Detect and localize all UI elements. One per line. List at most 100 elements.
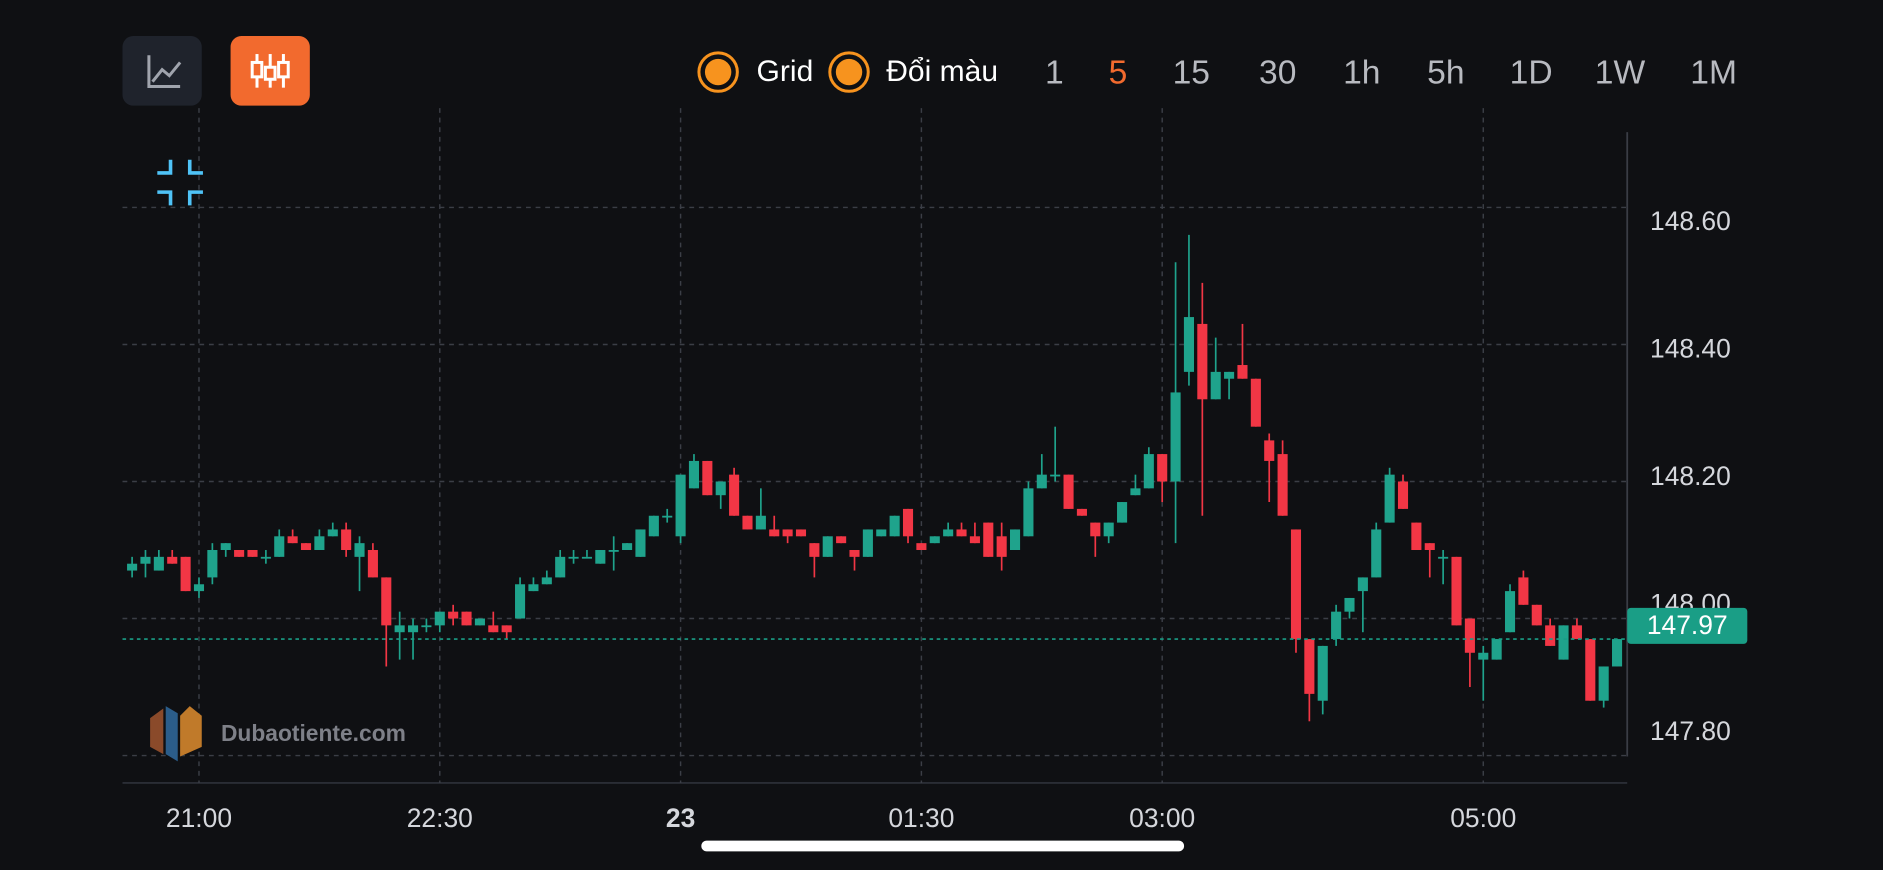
candle-body xyxy=(207,550,218,578)
candle-body xyxy=(1451,556,1462,626)
candle-body xyxy=(943,529,954,537)
candle-body xyxy=(675,474,686,537)
option-label[interactable]: Đổi màu xyxy=(886,55,998,88)
candle-body xyxy=(488,625,499,633)
candle-body xyxy=(1438,556,1449,559)
candle-body xyxy=(327,529,338,537)
candle-body xyxy=(140,556,151,564)
candle-body xyxy=(809,543,820,557)
candle-body xyxy=(849,550,860,557)
candle-body xyxy=(929,536,940,544)
candle-body xyxy=(234,550,245,557)
watermark: Dubaotiente.com xyxy=(221,720,406,746)
candle-body xyxy=(1197,323,1208,400)
candle-body xyxy=(1130,488,1141,496)
candle-body xyxy=(220,543,231,551)
candle-body xyxy=(367,550,378,578)
candle-body xyxy=(1464,618,1475,653)
x-tick-label: 01:30 xyxy=(888,803,954,833)
watermark-logo xyxy=(150,706,202,762)
interval[interactable]: 30 xyxy=(1259,54,1296,91)
candle-body xyxy=(622,543,633,551)
candle-body xyxy=(1571,625,1582,640)
candle-body xyxy=(1050,474,1061,477)
radio-dot[interactable] xyxy=(704,58,732,86)
candle-body xyxy=(381,577,392,626)
interval[interactable]: 1W xyxy=(1595,54,1646,91)
y-tick-label: 148.40 xyxy=(1650,334,1731,364)
candle-body xyxy=(742,515,753,530)
interval[interactable]: 15 xyxy=(1173,54,1210,91)
candle-body xyxy=(448,611,459,619)
candle-body xyxy=(996,536,1007,557)
candle-body xyxy=(394,625,405,633)
candle-body xyxy=(1612,639,1623,667)
candle-body xyxy=(1157,454,1168,482)
interval[interactable]: 5 xyxy=(1109,54,1128,91)
y-tick-label: 148.20 xyxy=(1650,461,1731,491)
radio-dot[interactable] xyxy=(835,58,863,86)
interval[interactable]: 1 xyxy=(1045,54,1064,91)
candle-body xyxy=(902,508,914,537)
candle-body xyxy=(287,536,298,544)
candle-body xyxy=(1023,488,1034,537)
x-tick-label: 22:30 xyxy=(407,803,473,833)
interval[interactable]: 1h xyxy=(1343,54,1380,91)
candle-body xyxy=(916,543,927,551)
y-tick-label: 148.60 xyxy=(1650,206,1731,236)
candle-body xyxy=(1357,577,1368,592)
line-chart-icon xyxy=(147,55,181,88)
candle-body xyxy=(836,536,847,544)
candle-body xyxy=(300,543,312,551)
candle-body xyxy=(1224,371,1235,379)
candle-body xyxy=(260,556,271,559)
candle-body xyxy=(956,529,967,537)
candle-body xyxy=(1518,577,1529,605)
radio-ring[interactable] xyxy=(697,51,739,93)
home-indicator xyxy=(701,840,1185,852)
candle-body xyxy=(715,481,726,496)
candle-body xyxy=(193,584,205,592)
candle-body xyxy=(1063,474,1074,509)
candle-body xyxy=(608,550,619,552)
line-chart-icon-line xyxy=(151,61,182,83)
candle-body xyxy=(1036,474,1047,489)
candle-body xyxy=(1143,454,1154,489)
interval[interactable]: 1M xyxy=(1690,54,1737,91)
candle-body xyxy=(474,618,485,626)
candle-body xyxy=(1384,474,1395,523)
candle-body xyxy=(1117,502,1128,523)
interval[interactable]: 5h xyxy=(1427,54,1464,91)
candle-body xyxy=(969,536,980,544)
candle-body xyxy=(1598,666,1609,701)
collapse-icon[interactable] xyxy=(157,159,203,206)
candle-body xyxy=(782,529,793,537)
option-label[interactable]: Grid xyxy=(757,55,814,88)
candle-body xyxy=(1237,365,1248,379)
candle-body xyxy=(1277,454,1288,516)
candle-body xyxy=(1304,639,1315,694)
x-tick-label: 05:00 xyxy=(1450,803,1516,833)
candle-body xyxy=(1264,440,1275,461)
last-price-label: 147.97 xyxy=(1647,610,1728,640)
candle-body xyxy=(595,550,606,564)
interval[interactable]: 1D xyxy=(1510,54,1553,91)
candle-body xyxy=(434,611,445,626)
candle-body xyxy=(314,536,325,551)
candle-body xyxy=(889,515,900,537)
x-tick-label: 21:00 xyxy=(166,803,232,833)
candle-body xyxy=(795,529,807,537)
candle-body xyxy=(167,556,178,564)
candle-body xyxy=(1331,611,1342,640)
candle-body xyxy=(1504,591,1516,633)
radio-ring[interactable] xyxy=(828,51,870,93)
candle-body xyxy=(1317,645,1328,701)
candle-body xyxy=(528,584,539,592)
candle-body xyxy=(568,556,579,559)
candle-body xyxy=(1103,522,1114,537)
candles-layer: 147.97 xyxy=(122,234,1748,722)
candle-body xyxy=(1585,639,1596,701)
candle-body xyxy=(1344,597,1355,612)
candle-body xyxy=(1491,639,1502,660)
